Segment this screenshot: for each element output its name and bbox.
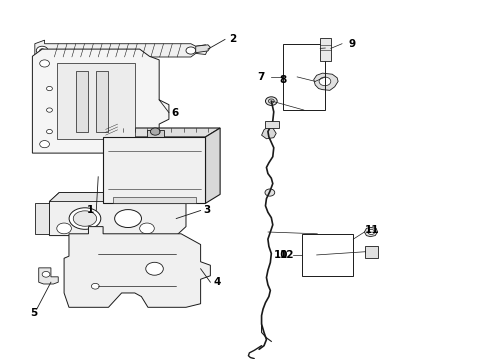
Circle shape (36, 46, 48, 55)
Text: 9: 9 (347, 39, 355, 49)
Bar (264, 121, 278, 128)
Bar (365, 246, 377, 258)
Ellipse shape (73, 211, 97, 226)
Polygon shape (49, 193, 185, 235)
Bar (76, 71, 88, 132)
Polygon shape (115, 130, 132, 137)
Circle shape (91, 283, 99, 289)
Text: 8: 8 (278, 76, 285, 85)
Circle shape (40, 140, 49, 148)
Bar (57, 63, 135, 139)
Polygon shape (32, 49, 168, 153)
Bar (320, 38, 330, 61)
Circle shape (46, 108, 52, 112)
Polygon shape (35, 40, 207, 57)
Text: 1: 1 (87, 206, 94, 216)
Circle shape (265, 97, 277, 105)
Text: 5: 5 (30, 308, 38, 318)
Polygon shape (205, 128, 220, 203)
Text: 11: 11 (364, 225, 379, 235)
Polygon shape (49, 193, 185, 202)
Bar (113, 197, 195, 203)
Circle shape (46, 130, 52, 134)
Polygon shape (147, 130, 163, 137)
Text: 6: 6 (171, 108, 179, 118)
Ellipse shape (114, 210, 141, 228)
Circle shape (264, 189, 274, 196)
Circle shape (46, 86, 52, 91)
Text: 12: 12 (279, 250, 294, 260)
Polygon shape (313, 73, 337, 90)
Circle shape (367, 229, 374, 234)
Text: 10: 10 (273, 250, 288, 260)
Circle shape (185, 47, 195, 54)
Bar (302, 234, 352, 276)
Polygon shape (64, 226, 210, 307)
Circle shape (57, 223, 71, 234)
Polygon shape (195, 45, 210, 53)
Text: 3: 3 (203, 206, 210, 216)
Polygon shape (39, 268, 58, 284)
Circle shape (145, 262, 163, 275)
Circle shape (140, 223, 154, 234)
Ellipse shape (69, 208, 101, 229)
Bar (103, 137, 205, 203)
Circle shape (319, 77, 330, 86)
Text: 4: 4 (213, 277, 220, 287)
Circle shape (268, 99, 274, 103)
Polygon shape (364, 227, 377, 237)
Polygon shape (103, 128, 220, 137)
Polygon shape (35, 203, 49, 234)
Circle shape (40, 49, 44, 52)
Circle shape (365, 248, 374, 255)
Text: 2: 2 (228, 35, 235, 44)
Bar (96, 71, 108, 132)
Circle shape (118, 128, 127, 135)
Text: 7: 7 (257, 72, 264, 82)
Polygon shape (261, 127, 276, 139)
Circle shape (42, 271, 50, 277)
Bar (282, 44, 325, 110)
Circle shape (150, 128, 160, 135)
Circle shape (40, 60, 49, 67)
